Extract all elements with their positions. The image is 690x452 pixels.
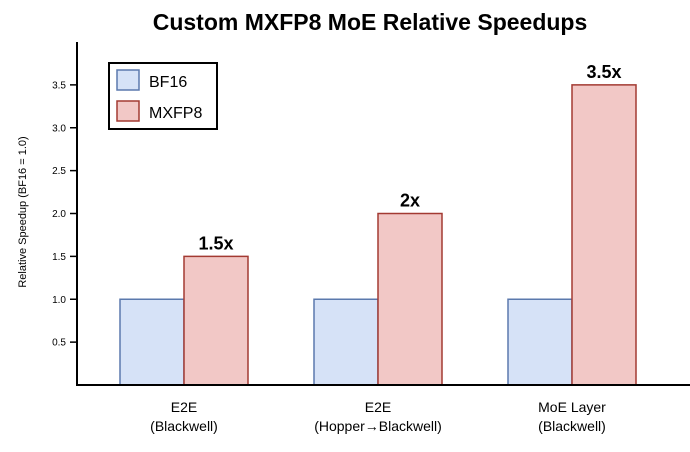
data-label: 1.5x — [198, 233, 233, 253]
bar-bf16 — [313, 298, 379, 386]
bar-mxfp8 — [571, 84, 637, 386]
legend-label-bf16: BF16 — [149, 74, 187, 91]
bar-mxfp8 — [377, 212, 443, 386]
x-tick-label: E2E — [171, 399, 197, 415]
x-tick-label: (Hopper→Blackwell) — [314, 418, 442, 434]
bar-bf16 — [119, 298, 185, 386]
legend-label-mxfp8: MXFP8 — [149, 105, 202, 122]
x-tick-label: E2E — [365, 399, 391, 415]
y-tick-label: 2.5 — [52, 166, 66, 177]
y-tick-label: 0.5 — [52, 338, 66, 349]
x-tick-label: MoE Layer — [538, 399, 606, 415]
legend-swatch-bf16 — [116, 69, 140, 91]
y-tick-label: 2.0 — [52, 209, 66, 220]
y-tick-label: 3.0 — [52, 123, 66, 134]
bar-mxfp8 — [183, 255, 249, 386]
bar-bf16 — [507, 298, 573, 386]
legend: BF16 MXFP8 — [108, 62, 218, 130]
data-label: 2x — [400, 191, 420, 211]
legend-swatch-mxfp8 — [116, 100, 140, 122]
x-tick-label: (Blackwell) — [538, 418, 606, 434]
chart-title: Custom MXFP8 MoE Relative Speedups — [153, 9, 588, 35]
y-tick-label: 3.5 — [52, 80, 66, 91]
x-tick-label: (Blackwell) — [150, 418, 218, 434]
y-tick-label: 1.0 — [52, 295, 66, 306]
y-tick-label: 1.5 — [52, 252, 66, 263]
data-label: 3.5x — [586, 62, 621, 82]
y-axis-label: Relative Speedup (BF16 = 1.0) — [17, 136, 29, 287]
